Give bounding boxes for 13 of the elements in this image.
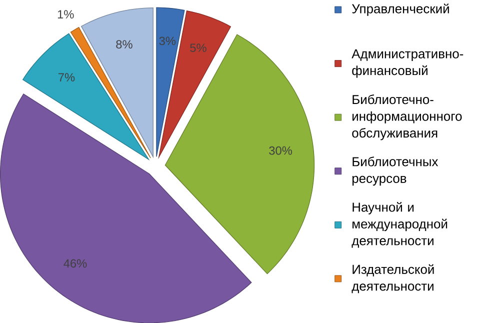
data-label: 8% (116, 40, 132, 48)
legend-label: Издательской деятельности (352, 264, 434, 294)
legend-label: Управленческий (352, 3, 449, 16)
legend-label: Административно-финансовый (352, 49, 464, 78)
legend-label: Библиотечных ресурсов (352, 156, 438, 186)
data-label: 3% (159, 36, 176, 46)
data-label: 46% (64, 259, 87, 268)
data-label: 1% (58, 10, 74, 18)
legend-label: Библиотечно-информационного обслуживания (352, 94, 462, 140)
data-label: 7% (58, 73, 75, 82)
data-label: 5% (190, 44, 206, 52)
data-label: 30% (269, 146, 292, 155)
legend-label: Научной и международной деятельности (352, 202, 448, 248)
